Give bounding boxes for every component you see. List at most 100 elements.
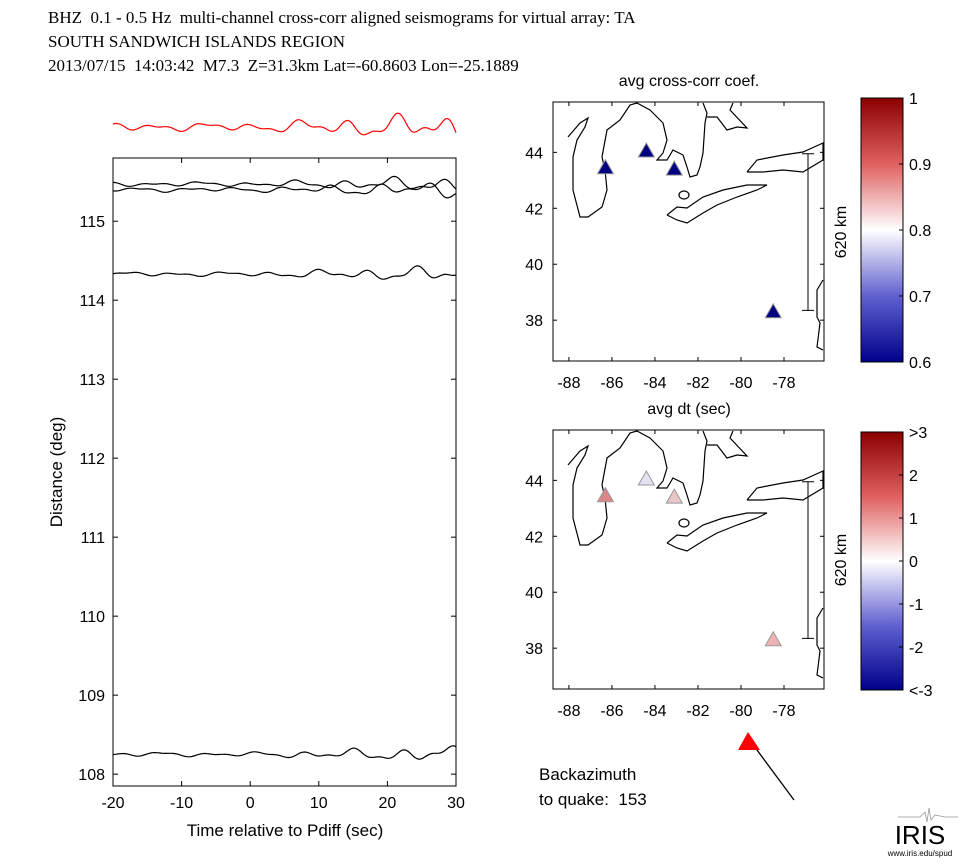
colorbar-tick-label: 1 — [909, 91, 918, 108]
x-tick-label: 20 — [379, 795, 397, 812]
y-tick-label: 108 — [78, 767, 105, 784]
x-tick-label: -20 — [101, 795, 124, 812]
colorbar-tick-label: 0.7 — [909, 289, 931, 306]
map-cross-corr: -88 -86 -84 -82 -80 -78 38 40 42 44 620 km — [525, 101, 850, 392]
x-tick-label: 0 — [246, 795, 255, 812]
station-marker — [637, 141, 656, 158]
station-marker — [596, 486, 615, 503]
lon-tick-label: -84 — [643, 703, 666, 720]
lon-tick-label: -86 — [600, 375, 623, 392]
y-tick-label: 111 — [81, 530, 105, 547]
y-tick-label: 113 — [79, 372, 105, 389]
coastline — [816, 279, 824, 351]
lake-st-clair — [678, 190, 690, 200]
station-marker — [764, 302, 783, 319]
station-marker — [596, 158, 615, 175]
colorbar-gradient — [860, 431, 904, 691]
coastline — [707, 430, 749, 459]
y-tick-label: 110 — [79, 609, 105, 626]
colorbar-tick-label: -2 — [909, 640, 923, 657]
trace-trace-3 — [112, 265, 457, 280]
map-title-dt: avg dt (sec) — [647, 401, 731, 418]
lat-tick-label: 42 — [525, 201, 543, 218]
colorbar-tick-label: 0.9 — [909, 157, 931, 174]
lat-tick-label: 40 — [525, 585, 543, 602]
coastline — [707, 102, 749, 131]
station-marker — [665, 160, 684, 176]
map-frame — [552, 101, 825, 362]
colorbar-gradient — [860, 97, 904, 363]
trace-trace-4 — [112, 745, 457, 760]
y-tick-label: 109 — [78, 688, 105, 705]
colorbar-tick-label: >3 — [909, 425, 927, 442]
station-marker — [637, 469, 656, 486]
colorbar-tick-label: 0.8 — [909, 223, 931, 240]
station-marker — [665, 488, 684, 504]
y-tick-label: 114 — [79, 293, 105, 310]
lat-tick-label: 44 — [525, 473, 543, 490]
map-dt: -88 -86 -84 -82 -80 -78 38 40 42 44 620 km — [525, 429, 850, 720]
y-tick-label: 115 — [79, 214, 105, 231]
lat-tick-label: 40 — [525, 257, 543, 274]
coastline — [816, 607, 824, 679]
lon-tick-label: -88 — [557, 703, 580, 720]
iris-logo-text: IRIS — [895, 820, 946, 850]
lon-tick-label: -78 — [772, 703, 795, 720]
iris-url: www.iris.edu/spud — [887, 849, 952, 858]
lon-tick-label: -80 — [729, 375, 752, 392]
colorbar-tick-label: 0 — [909, 554, 918, 571]
colorbar-tick-label: 0.6 — [909, 355, 931, 372]
map-title-cross-corr: avg cross-corr coef. — [619, 73, 759, 90]
trace-trace-1 — [112, 175, 457, 190]
scale-bar-label: 620 km — [833, 206, 850, 258]
colorbar-tick-label: 1 — [909, 511, 918, 528]
backazimuth-value: to quake: 153 — [539, 790, 647, 809]
station-marker — [764, 630, 783, 647]
lat-tick-label: 42 — [525, 529, 543, 546]
coastline — [567, 102, 708, 218]
title-line-3: 2013/07/15 14:03:42 M7.3 Z=31.3km Lat=-6… — [48, 56, 519, 75]
colorbar-dt: >3 2 1 0 -1 -2 <-3 — [860, 425, 933, 700]
backazimuth-arrow-head — [738, 732, 760, 750]
backazimuth-arrow-line — [753, 745, 795, 801]
lon-tick-label: -78 — [772, 375, 795, 392]
coastline — [746, 142, 824, 173]
coastline — [666, 184, 768, 224]
plot-frame — [112, 157, 457, 787]
colorbar-tick-label: -1 — [909, 597, 923, 614]
lon-tick-label: -84 — [643, 375, 666, 392]
lat-tick-label: 38 — [525, 641, 543, 658]
lon-tick-label: -86 — [600, 703, 623, 720]
lake-st-clair — [678, 518, 690, 528]
backazimuth-label: Backazimuth — [539, 765, 637, 784]
trace-stack — [112, 112, 457, 136]
trace-trace-2 — [112, 182, 457, 199]
scale-bar-label: 620 km — [833, 534, 850, 586]
y-tick-label: 112 — [79, 451, 105, 468]
lat-tick-label: 38 — [525, 313, 543, 330]
seismogram-plot: -20 -10 0 10 20 30 108 109 110 111 112 113 114 115 Ti… — [47, 112, 465, 840]
lon-tick-label: -82 — [686, 703, 709, 720]
coastline — [567, 430, 708, 546]
iris-logo: IRIS www.iris.edu/spud — [887, 807, 958, 858]
x-tick-label: 30 — [447, 795, 465, 812]
x-tick-label: 10 — [310, 795, 328, 812]
coastline — [666, 512, 768, 552]
title-line-1: BHZ 0.1 - 0.5 Hz multi-channel cross-cor… — [48, 8, 636, 27]
colorbar-tick-label: 2 — [909, 468, 918, 485]
colorbar-tick-label: <-3 — [909, 683, 933, 700]
colorbar-cross-corr: 1 0.9 0.8 0.7 0.6 — [860, 91, 931, 372]
coastline — [746, 470, 824, 501]
coastlines — [567, 102, 824, 351]
lon-tick-label: -80 — [729, 703, 752, 720]
lat-tick-label: 44 — [525, 145, 543, 162]
y-axis-label: Distance (deg) — [47, 417, 66, 528]
lon-tick-label: -88 — [557, 375, 580, 392]
map-frame — [552, 429, 825, 690]
title-line-2: SOUTH SANDWICH ISLANDS REGION — [48, 32, 346, 51]
x-tick-label: -10 — [170, 795, 193, 812]
x-axis-label: Time relative to Pdiff (sec) — [187, 821, 384, 840]
lon-tick-label: -82 — [686, 375, 709, 392]
coastlines — [567, 430, 824, 679]
